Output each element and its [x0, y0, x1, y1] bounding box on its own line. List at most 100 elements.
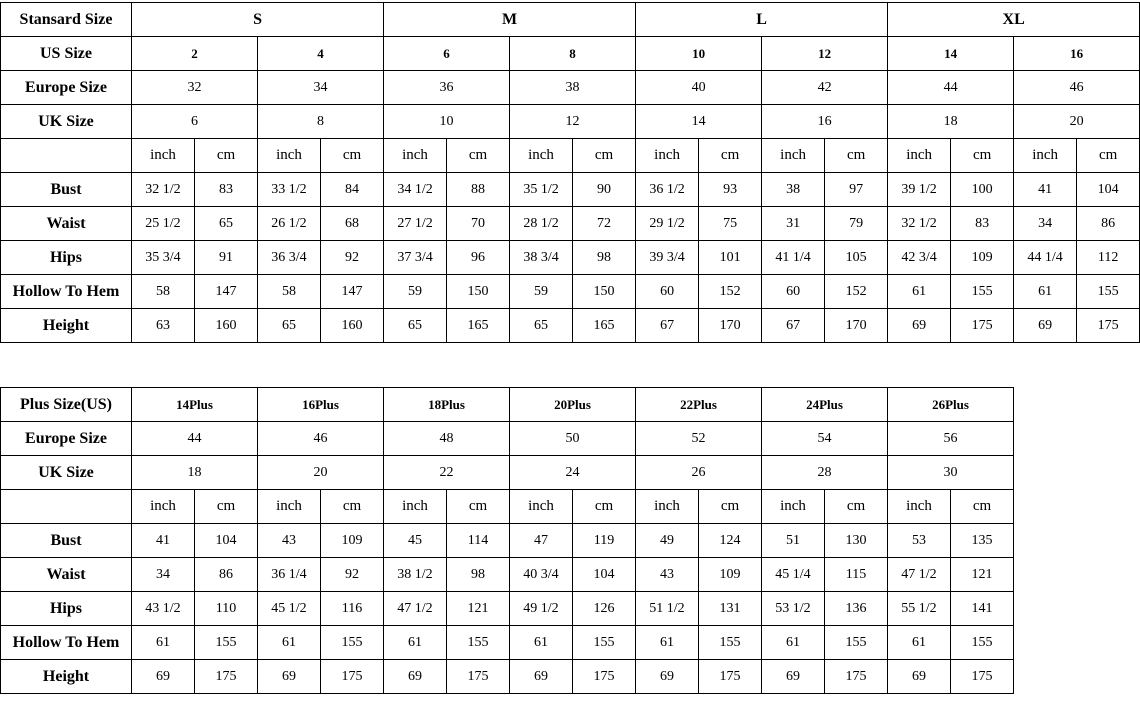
cell: 52 — [635, 421, 762, 456]
cell: 41 — [131, 523, 195, 558]
cell: 155 — [320, 625, 384, 660]
cell: 32 1/2 — [131, 172, 195, 207]
cell: 47 1/2 — [887, 557, 951, 592]
cell: 28 — [761, 455, 888, 490]
cell: 175 — [194, 659, 258, 694]
cell: 83 — [194, 172, 258, 207]
row-label: US Size — [0, 36, 132, 71]
unit-cell: inch — [635, 489, 699, 524]
cell: 101 — [698, 240, 763, 275]
empty-cell — [0, 138, 132, 173]
cell: 16Plus — [257, 387, 384, 422]
cell: 56 — [887, 421, 1014, 456]
cell: 46 — [1013, 70, 1140, 105]
measurement-row: Hollow To Hem 58 147 58 147 59 150 59 150 60 152 60… — [0, 274, 1140, 309]
cell: 31 — [761, 206, 826, 241]
cell: 43 — [635, 557, 699, 592]
cell: 29 1/2 — [635, 206, 700, 241]
cell: 37 3/4 — [383, 240, 448, 275]
cell: 39 3/4 — [635, 240, 700, 275]
cell: 104 — [572, 557, 636, 592]
cell: 98 — [446, 557, 510, 592]
cell: 86 — [1076, 206, 1140, 241]
cell: 18 — [887, 104, 1015, 139]
cell: 4 — [256, 36, 385, 71]
unit-cell: inch — [509, 138, 574, 173]
cell: 170 — [824, 308, 889, 343]
measurement-row: Height 63 160 65 160 65 165 65 165 67 170 67 170 69 17… — [0, 308, 1140, 343]
row-label: UK Size — [0, 104, 132, 139]
cell: 109 — [950, 240, 1015, 275]
cell: 175 — [320, 659, 384, 694]
cell: 65 — [257, 308, 321, 343]
cell: 136 — [824, 591, 888, 626]
measurement-row: Waist 25 1/2 65 26 1/2 68 27 1/2 70 28 1/2 72 29 … — [0, 206, 1140, 241]
cell: 126 — [572, 591, 636, 626]
cell: 45 — [383, 523, 447, 558]
unit-cell: inch — [761, 138, 826, 173]
cell: 20Plus — [509, 387, 636, 422]
cell: 24 — [509, 455, 636, 490]
cell: 61 — [383, 625, 447, 660]
cell: 41 — [1013, 172, 1078, 207]
empty-cell — [0, 489, 132, 524]
cell: 72 — [572, 206, 637, 241]
cell: 124 — [698, 523, 762, 558]
cell: 20 — [1013, 104, 1140, 139]
cell: 69 — [509, 659, 573, 694]
measurement-row: Height 69 175 69 175 69 175 69 175 69 175 69 175 69 17… — [0, 659, 1014, 694]
unit-cell: cm — [194, 489, 258, 524]
unit-cell: cm — [446, 489, 510, 524]
cell: 69 — [887, 659, 951, 694]
cell: 30 — [887, 455, 1014, 490]
cell: 61 — [887, 274, 952, 309]
unit-cell: cm — [320, 489, 384, 524]
cell: 147 — [319, 274, 385, 309]
cell: 39 1/2 — [887, 172, 952, 207]
cell: 69 — [1013, 308, 1078, 343]
cell: 51 1/2 — [635, 591, 699, 626]
cell: 22Plus — [635, 387, 762, 422]
cell: 67 — [635, 308, 700, 343]
cell: 115 — [824, 557, 888, 592]
row-label: Height — [0, 659, 132, 694]
unit-cell: inch — [887, 138, 952, 173]
cell: 25 1/2 — [131, 206, 195, 241]
cell: 34 — [256, 70, 385, 105]
row-label: Hollow To Hem — [0, 274, 132, 309]
cell: 104 — [194, 523, 258, 558]
unit-cell: cm — [1076, 138, 1140, 173]
size-row: US Size 2 4 6 8 10 12 14 16 — [0, 36, 1140, 71]
unit-cell: inch — [257, 489, 321, 524]
cell: 147 — [194, 274, 258, 309]
size-row: Europe Size 32 34 36 38 40 42 44 46 — [0, 70, 1140, 105]
cell: 47 1/2 — [383, 591, 447, 626]
unit-cell: inch — [1013, 138, 1078, 173]
measurement-row: Hollow To Hem 61 155 61 155 61 155 61 155 61 155 61… — [0, 625, 1014, 660]
unit-cell: cm — [572, 489, 636, 524]
cell: 175 — [698, 659, 762, 694]
row-label: Europe Size — [0, 421, 132, 456]
unit-cell: inch — [761, 489, 825, 524]
cell: 152 — [698, 274, 763, 309]
cell: 36 1/2 — [635, 172, 700, 207]
row-label: Waist — [0, 557, 132, 592]
size-row: UK Size 18 20 22 24 26 28 30 — [0, 455, 1014, 490]
unit-cell: cm — [950, 489, 1014, 524]
cell: 96 — [446, 240, 511, 275]
cell: 70 — [446, 206, 511, 241]
cell: 155 — [950, 274, 1015, 309]
cell: 16 — [761, 104, 889, 139]
unit-row: inch cm inch cm inch cm inch cm inch cm inch cm inch… — [0, 489, 1014, 524]
cell: 69 — [131, 659, 195, 694]
cell: 100 — [950, 172, 1015, 207]
row-label: Europe Size — [0, 70, 132, 105]
cell: 165 — [446, 308, 511, 343]
cell: 43 — [257, 523, 321, 558]
cell: 112 — [1076, 240, 1140, 275]
cell: 63 — [131, 308, 195, 343]
cell: 68 — [319, 206, 385, 241]
cell: 150 — [446, 274, 511, 309]
cell: 160 — [194, 308, 258, 343]
cell: 79 — [824, 206, 889, 241]
